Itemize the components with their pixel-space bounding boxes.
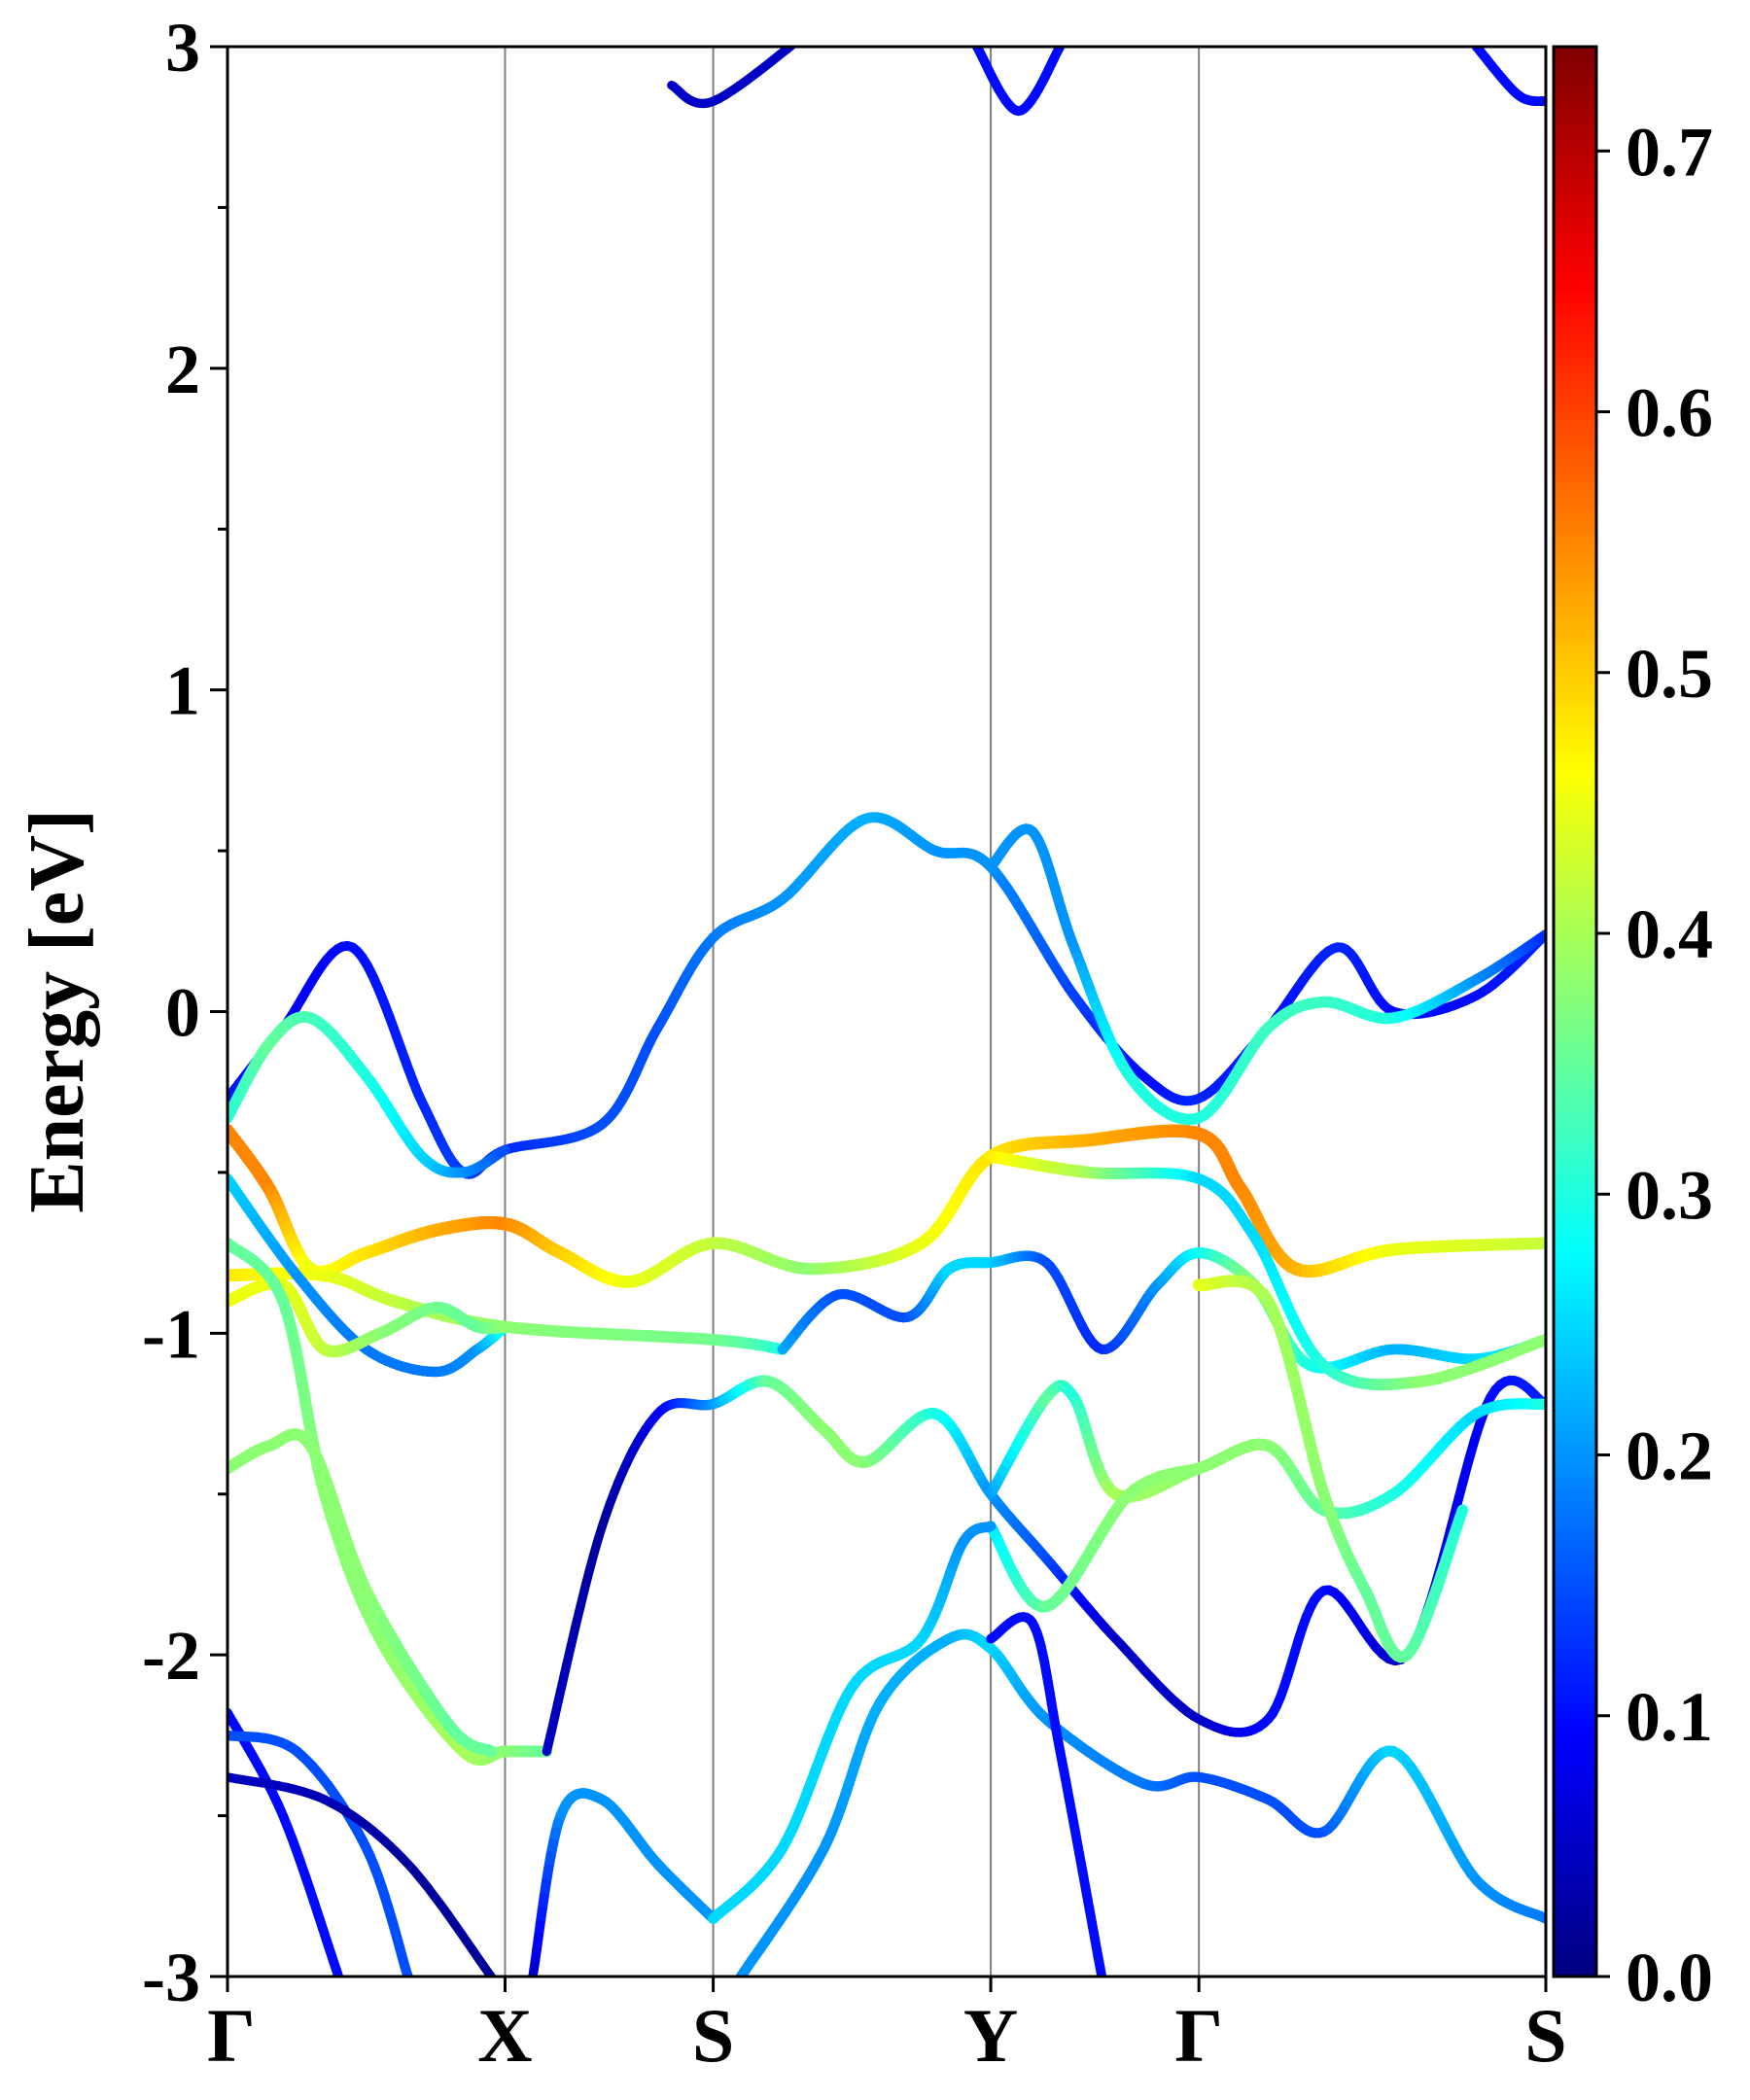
x-tick-label: S <box>1524 1993 1566 2078</box>
colorbar-tick-label: 0.7 <box>1626 113 1713 191</box>
band-segment <box>1095 1962 1107 1977</box>
y-tick-label: 1 <box>165 652 200 730</box>
y-tick-label: 0 <box>165 974 200 1052</box>
band-segment <box>483 1744 498 1758</box>
band-band-g <box>228 1277 511 1358</box>
band-segment <box>498 1144 510 1156</box>
x-tick-label: Γ <box>207 1993 256 2078</box>
band-lines <box>228 47 1546 1977</box>
band-band-o <box>1192 1275 1469 1663</box>
band-band-r <box>708 1521 997 1925</box>
band-band-y <box>1471 47 1546 107</box>
band-band-j <box>228 1237 553 1767</box>
band-band-u <box>228 1730 413 1977</box>
band-segment <box>984 1521 997 1532</box>
y-tick-label: -3 <box>142 1939 200 2016</box>
colorbar-tick-label: 0.5 <box>1626 635 1713 713</box>
colorbar-tick-label: 0.6 <box>1626 374 1713 452</box>
y-tick-label: -1 <box>142 1295 200 1373</box>
x-tick-label: X <box>477 1993 532 2078</box>
band-band-m <box>985 1380 1546 1520</box>
band-band-b <box>228 1011 510 1178</box>
colorbar-tick-label: 0.4 <box>1626 895 1713 973</box>
band-segment <box>1454 1504 1469 1522</box>
x-tick-label: Γ <box>1174 1993 1223 2078</box>
band-band-d <box>228 1124 1546 1288</box>
y-axis-label: Energy [eV] <box>15 809 100 1212</box>
band-band-c <box>985 823 1546 1126</box>
band-band-i <box>984 1149 1546 1391</box>
colorbar-tick-label: 0.1 <box>1626 1678 1713 1756</box>
colorbar <box>1552 45 1598 1978</box>
colorbar-tick-label: 0.2 <box>1626 1418 1713 1495</box>
x-tick-label: S <box>692 1993 734 2078</box>
colorbar-ticks: 0.0 0.1 0.2 0.3 0.4 0.5 0.6 0.7 <box>1596 113 1713 2016</box>
y-axis-ticks: -3 -2 -1 0 1 2 3 <box>142 9 228 2016</box>
colorbar-tick-label: 0.0 <box>1626 1939 1713 2016</box>
y-tick-label: 3 <box>165 9 200 87</box>
colorbar-tick-label: 0.3 <box>1626 1156 1713 1234</box>
band-band-q <box>528 1788 718 1977</box>
band-band-s <box>986 1612 1107 1977</box>
band-band-w <box>667 47 798 109</box>
x-tick-label: Y <box>963 1993 1018 2078</box>
y-tick-label: 2 <box>165 331 200 408</box>
band-segment <box>1190 1462 1206 1476</box>
y-tick-label: -2 <box>142 1617 200 1695</box>
band-band-n <box>985 1462 1206 1613</box>
